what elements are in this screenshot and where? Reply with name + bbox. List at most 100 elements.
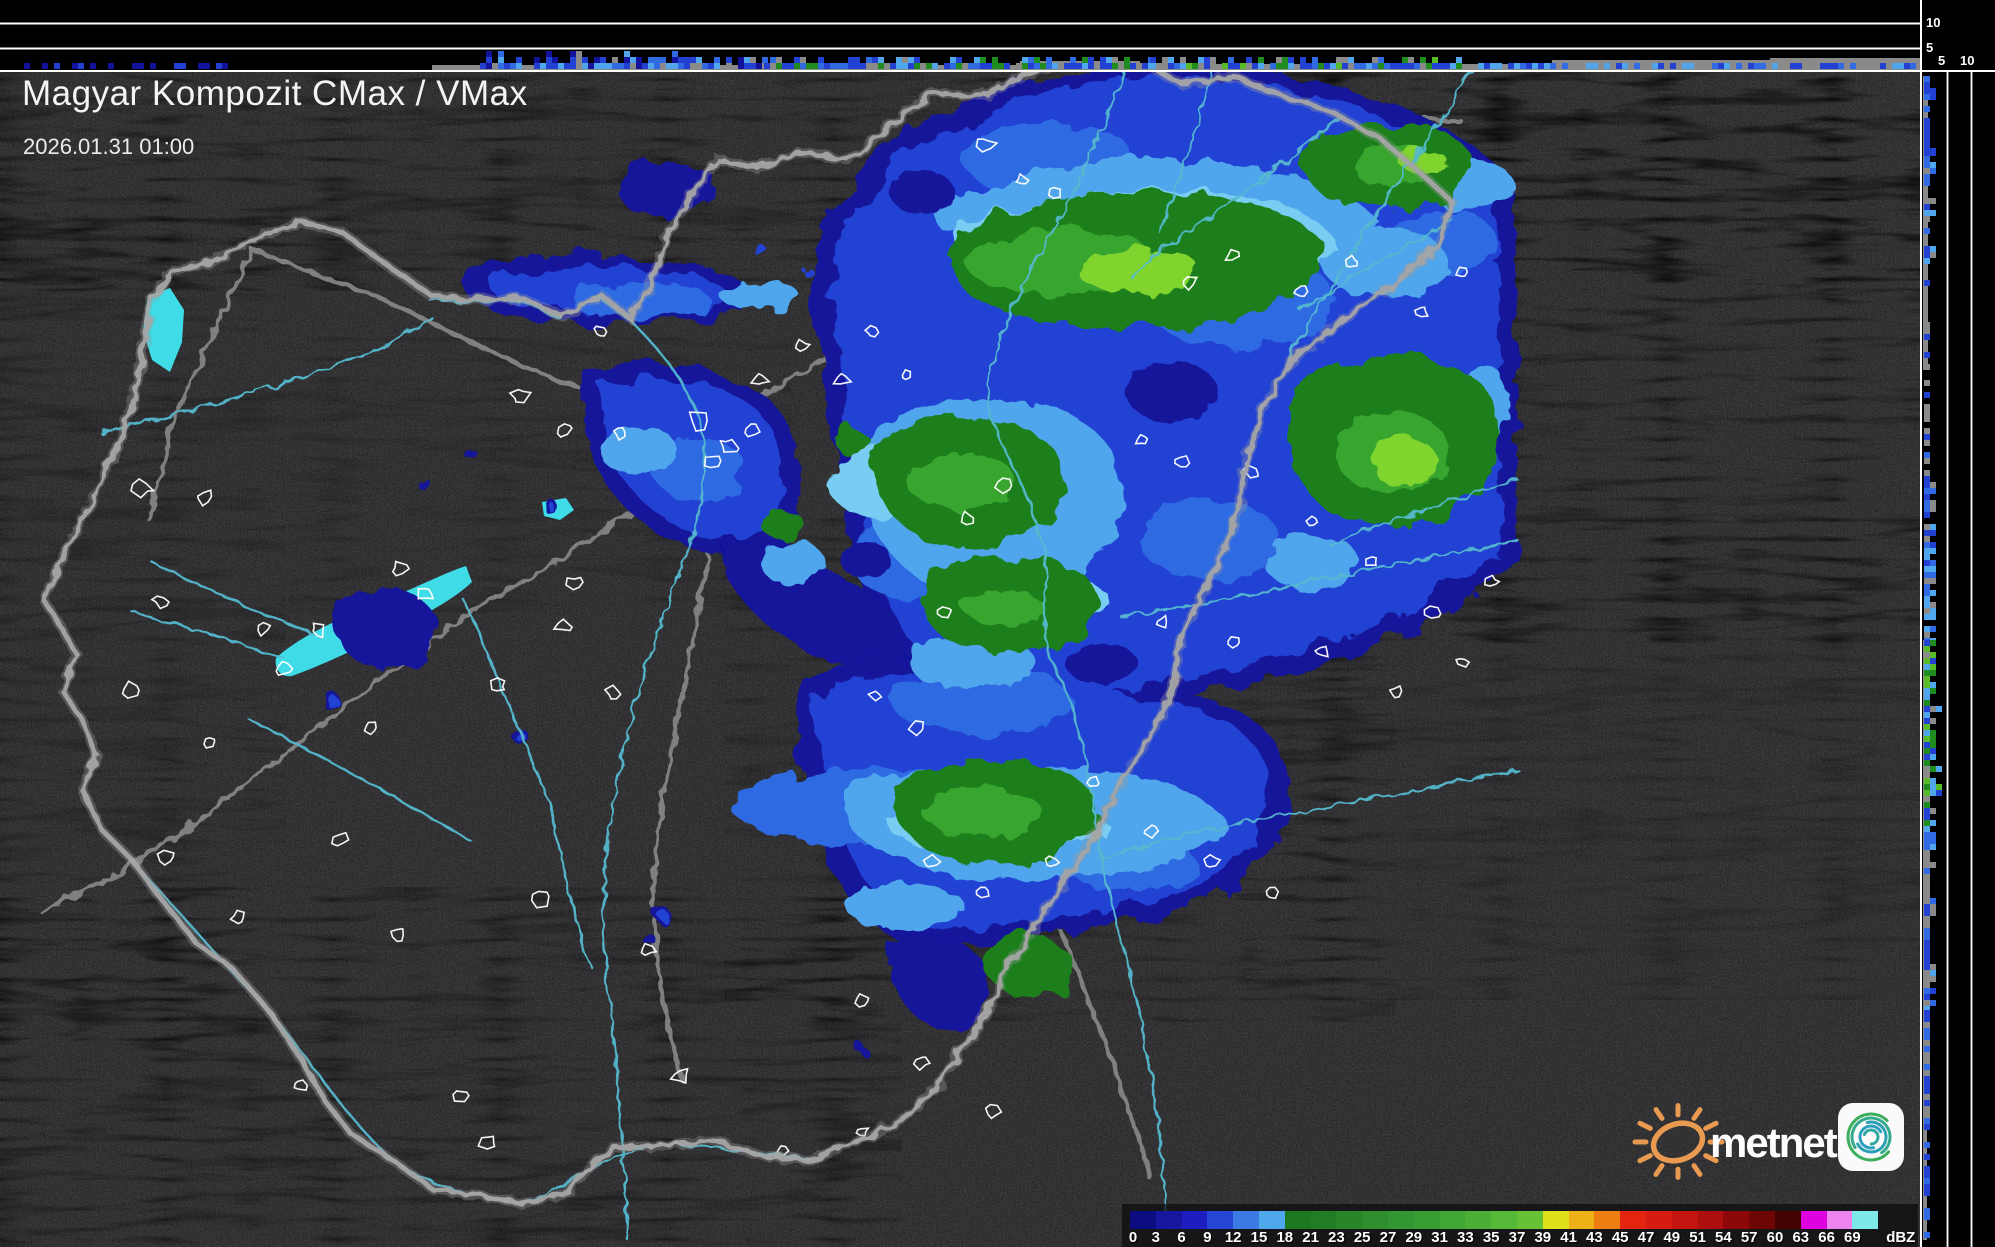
town-outline <box>363 721 377 736</box>
town-outline <box>832 372 853 385</box>
town-outline <box>1314 645 1329 658</box>
town-outline <box>1182 276 1198 292</box>
legend-cell-66 <box>1826 1211 1853 1229</box>
town-outline <box>556 423 573 438</box>
town-outline <box>744 423 761 438</box>
page-title: Magyar Kompozit CMax / VMax <box>22 74 528 113</box>
town-outline <box>936 606 953 619</box>
town-outline <box>489 677 506 692</box>
town-outline <box>1483 574 1501 587</box>
town-outline <box>866 690 883 702</box>
legend-cell-31 <box>1439 1211 1466 1229</box>
town-outline <box>1365 555 1378 567</box>
town-outline <box>1344 254 1359 268</box>
legend-label-47: 47 <box>1637 1229 1655 1246</box>
legend-cell-54 <box>1723 1211 1750 1229</box>
town-outline <box>203 736 216 749</box>
legend-label-35: 35 <box>1482 1229 1500 1246</box>
town-outline <box>669 1067 689 1085</box>
legend-cell-3 <box>1155 1211 1182 1229</box>
legend-label-39: 39 <box>1534 1229 1552 1246</box>
echo-navy-patches <box>840 170 1218 684</box>
town-outline <box>196 489 213 507</box>
town-outline <box>1454 266 1469 278</box>
metnet-wordmark-text: metnet <box>1710 1119 1838 1166</box>
town-outline <box>1143 824 1160 840</box>
town-outline <box>1227 635 1241 649</box>
legend-label-31: 31 <box>1431 1229 1448 1246</box>
town-outline <box>1265 886 1280 900</box>
town-outline <box>603 684 622 700</box>
legend-cell-6 <box>1181 1211 1208 1229</box>
country-border <box>38 71 1458 1209</box>
town-outline <box>330 831 350 847</box>
legend-cell-15 <box>1258 1211 1285 1229</box>
legend-label-54: 54 <box>1715 1229 1732 1246</box>
town-outline <box>312 622 325 639</box>
town-outline <box>901 368 912 381</box>
vertical-profile-top-strip <box>0 0 1921 71</box>
town-outline <box>390 927 405 943</box>
legend-label-41: 41 <box>1560 1229 1577 1246</box>
town-outline <box>1086 775 1100 787</box>
town-outline <box>1134 433 1149 445</box>
legend-label-23: 23 <box>1328 1229 1345 1246</box>
legend-cell-18 <box>1284 1211 1311 1229</box>
legend-label-3: 3 <box>1151 1229 1160 1246</box>
town-outline <box>975 138 999 153</box>
legend-label-51: 51 <box>1689 1229 1706 1246</box>
town-outline <box>719 438 740 453</box>
legend-cell-35 <box>1491 1211 1517 1229</box>
legend-label-12: 12 <box>1224 1229 1242 1246</box>
legend-label-43: 43 <box>1586 1229 1603 1246</box>
legend-label-63: 63 <box>1792 1229 1810 1246</box>
legend-label-9: 9 <box>1203 1229 1212 1246</box>
town-outline <box>1044 855 1061 868</box>
timestamp: 2026.01.31 01:00 <box>23 134 195 159</box>
town-outline <box>1203 853 1222 868</box>
town-outline <box>391 560 411 577</box>
town-outline <box>912 1056 932 1072</box>
legend-label-18: 18 <box>1276 1229 1294 1246</box>
town-outline <box>150 595 170 610</box>
legend-cell-37 <box>1516 1211 1543 1229</box>
right-scale-label-10km: 10 <box>1960 53 1975 68</box>
town-outline <box>508 388 533 404</box>
echo-right-profile <box>1924 76 1942 1238</box>
legend-label-33: 33 <box>1457 1229 1474 1246</box>
legend-cell-57 <box>1749 1211 1775 1229</box>
town-outline <box>530 890 550 909</box>
legend-cell-21 <box>1310 1211 1337 1229</box>
legend-color-bar <box>1130 1211 1879 1229</box>
legend-cell-33 <box>1465 1211 1492 1229</box>
town-outline <box>552 618 574 632</box>
town-outline <box>1014 172 1030 185</box>
echo-35-39dbz-lime <box>1078 150 1448 486</box>
legend-cell-47 <box>1645 1211 1672 1229</box>
legend-label-49: 49 <box>1663 1229 1681 1246</box>
legend-cell-49 <box>1671 1211 1698 1229</box>
town-outline <box>984 1103 1003 1120</box>
town-outline <box>703 455 722 469</box>
legend-label-6: 6 <box>1177 1229 1186 1246</box>
town-outline <box>121 680 140 699</box>
legend-cell-43 <box>1594 1211 1621 1229</box>
legend-cell-25 <box>1362 1211 1388 1229</box>
legend-label-45: 45 <box>1611 1229 1629 1246</box>
town-outline <box>417 587 435 600</box>
legend-cell-45 <box>1620 1211 1646 1229</box>
legend-label-27: 27 <box>1379 1229 1397 1246</box>
town-outline <box>1174 454 1191 468</box>
town-outline <box>452 1090 470 1103</box>
town-outline <box>130 477 156 499</box>
legend-unit-label: dBZ <box>1886 1229 1916 1246</box>
legend-cell-60 <box>1774 1211 1801 1229</box>
town-outline <box>1047 186 1062 200</box>
town-outline <box>156 849 175 866</box>
axis-line-horizontal <box>0 70 1995 72</box>
legend-label-21: 21 <box>1302 1229 1319 1246</box>
axis-line-vertical <box>1920 0 1922 1247</box>
town-outline <box>477 1135 496 1150</box>
